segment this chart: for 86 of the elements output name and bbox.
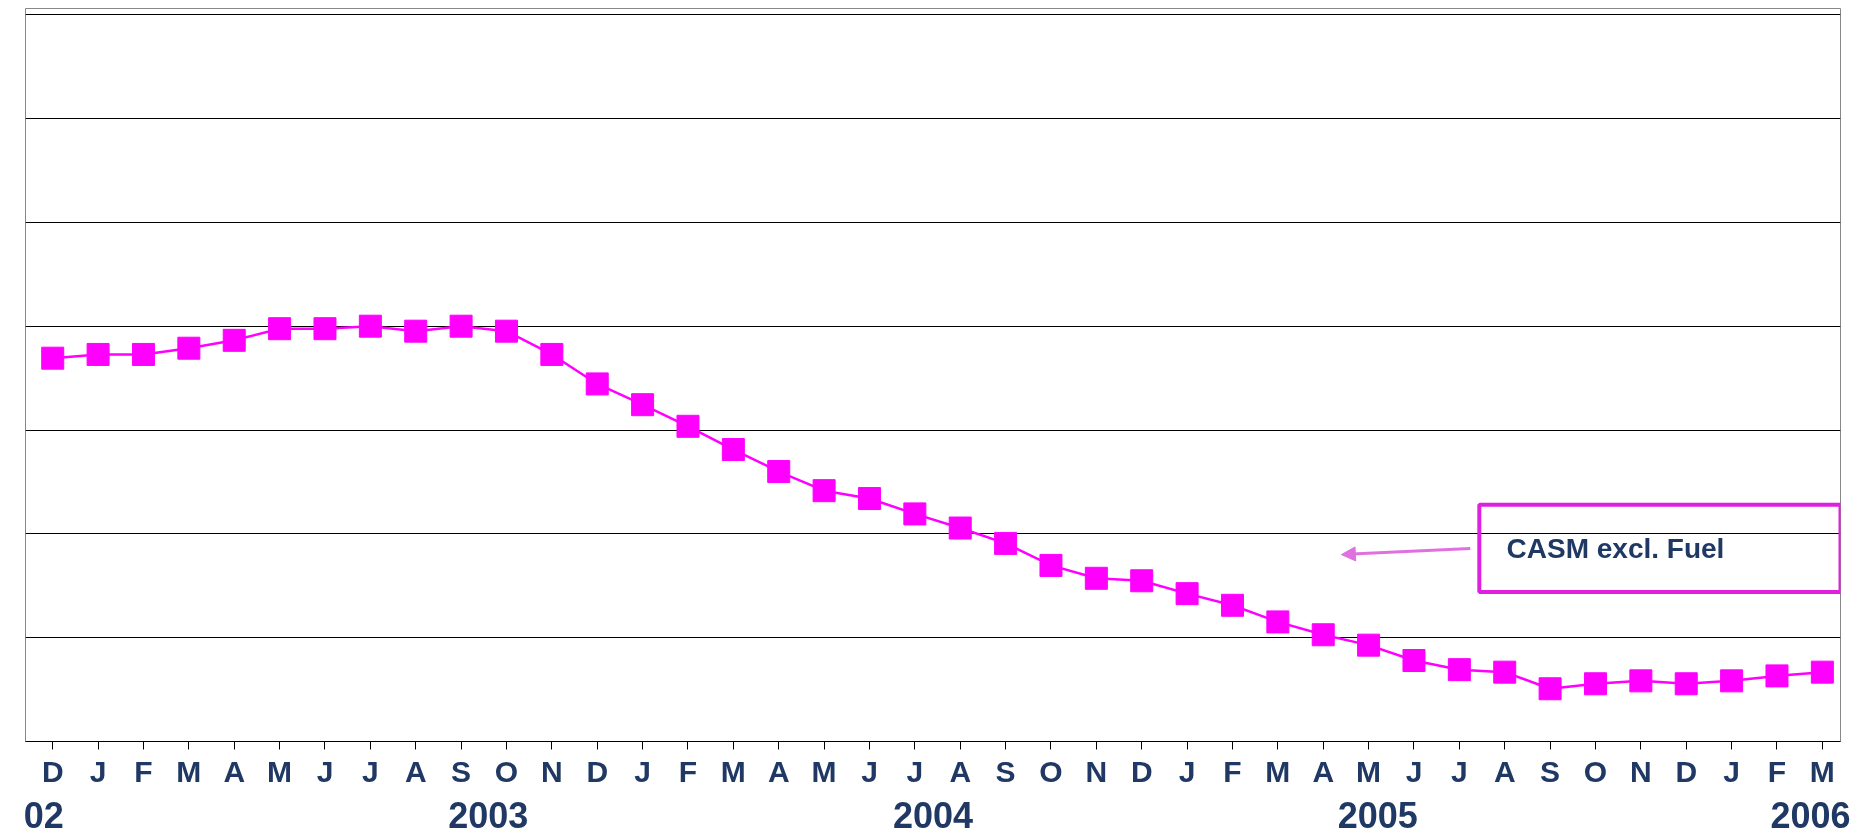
- x-tick-label: J: [1405, 754, 1423, 788]
- point: [1447, 658, 1471, 682]
- x-tick-label: M: [1265, 754, 1291, 788]
- x-tick-label: M: [267, 754, 293, 788]
- x-tick-label: M: [811, 754, 837, 788]
- x-tick-label: J: [861, 754, 878, 788]
- x-tick-label: F: [1223, 754, 1242, 788]
- point: [540, 342, 564, 366]
- text: 2004: [892, 794, 974, 836]
- point: [1084, 566, 1108, 590]
- x-tick-label: J: [362, 754, 379, 788]
- point: [358, 314, 382, 338]
- point: [177, 336, 201, 360]
- point: [1357, 633, 1381, 657]
- point: [1765, 664, 1789, 688]
- x-tick-label: J: [634, 754, 651, 788]
- x-tick-label: O: [1039, 754, 1063, 788]
- x-tick-label: F: [134, 754, 153, 788]
- x-tick-label: N: [1085, 754, 1108, 788]
- point: [449, 314, 473, 338]
- point: [1629, 669, 1653, 693]
- x-tick-label: A: [1312, 754, 1335, 788]
- x-tick-label: J: [1451, 754, 1468, 788]
- point: [767, 460, 791, 484]
- point: [1175, 582, 1199, 606]
- x-tick-label: A: [949, 754, 972, 788]
- x-tick-label: J: [906, 754, 924, 788]
- point: [1039, 553, 1063, 577]
- x-tick-label: A: [404, 754, 427, 788]
- x-tick-label: M: [1356, 754, 1382, 788]
- point: [404, 319, 428, 343]
- point: [1674, 672, 1698, 696]
- point: [857, 487, 881, 511]
- annotation: CASM excl. Fuel: [1506, 532, 1725, 564]
- point: [585, 372, 609, 396]
- text: 2003: [448, 794, 529, 836]
- point: [222, 328, 246, 352]
- point: [1538, 677, 1562, 701]
- point: [1583, 672, 1607, 696]
- point: [131, 342, 155, 366]
- x-tick-label: A: [767, 754, 790, 788]
- x-tick-label: S: [1540, 754, 1561, 788]
- x-tick-label: M: [720, 754, 746, 788]
- x-tick-label: M: [1809, 754, 1835, 788]
- x-tick-label: M: [176, 754, 202, 788]
- x-tick-label: A: [1493, 754, 1516, 788]
- x-tick-label: A: [223, 754, 246, 788]
- point: [313, 317, 337, 341]
- point: [631, 393, 655, 417]
- x-tick-label: N: [1630, 754, 1652, 788]
- point: [1810, 660, 1834, 684]
- point: [994, 531, 1018, 555]
- x-tick-label: D: [1675, 754, 1698, 788]
- x-tick-label: F: [1767, 754, 1787, 788]
- point: [676, 414, 700, 438]
- x-tick-label: O: [1583, 754, 1608, 788]
- point: [903, 502, 927, 526]
- point: [494, 319, 518, 343]
- x-tick-label: N: [541, 754, 563, 788]
- point: [948, 516, 972, 540]
- point: [86, 342, 110, 366]
- point: [721, 438, 745, 462]
- point: [1266, 610, 1290, 634]
- point: [1493, 660, 1517, 684]
- point: [812, 479, 836, 503]
- text: 02: [23, 794, 64, 836]
- point: [1720, 669, 1744, 693]
- x-tick-label: S: [995, 754, 1016, 788]
- x-tick-label: S: [451, 754, 472, 788]
- x-tick-label: J: [1178, 754, 1196, 788]
- point: [1220, 593, 1244, 617]
- x-tick-label: J: [89, 754, 107, 788]
- point: [1311, 623, 1335, 647]
- x-tick-label: F: [678, 754, 698, 788]
- text: 2005: [1337, 794, 1418, 836]
- x-tick-label: O: [494, 754, 519, 788]
- x-tick-label: D: [1130, 754, 1153, 788]
- point: [1402, 649, 1426, 673]
- x-tick-label: J: [1723, 754, 1740, 788]
- point: [1130, 569, 1154, 593]
- x-tick-label: J: [316, 754, 334, 788]
- x-tick-label: D: [41, 754, 64, 788]
- point: [268, 317, 292, 341]
- text: 2006: [1770, 794, 1851, 836]
- point: [41, 346, 65, 370]
- x-tick-label: D: [586, 754, 609, 788]
